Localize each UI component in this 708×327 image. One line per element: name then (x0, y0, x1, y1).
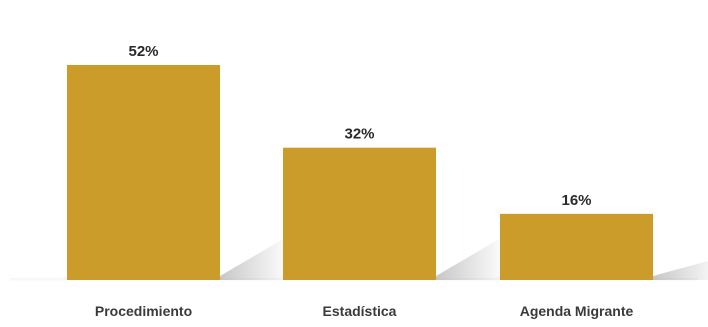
bar-value-label: 16% (561, 192, 591, 209)
category-label: Estadística (323, 303, 397, 319)
bar-procedimiento (67, 65, 220, 280)
bar-shadow (653, 260, 708, 280)
bar-value-label: 52% (128, 43, 158, 60)
bar-agenda-migrante (500, 213, 653, 280)
bar-value-label: 32% (344, 126, 374, 143)
bar-shadow (436, 235, 506, 280)
category-label: Procedimiento (95, 303, 192, 319)
bar-estadística (283, 147, 436, 280)
bars-group (67, 65, 653, 280)
category-label: Agenda Migrante (520, 303, 634, 319)
value-labels-group: 52% 32% 16% (128, 43, 591, 209)
bar-shadow (220, 235, 290, 280)
bar-shadows (220, 235, 708, 280)
category-labels-group: Procedimiento Estadística Agenda Migrante (95, 303, 634, 319)
